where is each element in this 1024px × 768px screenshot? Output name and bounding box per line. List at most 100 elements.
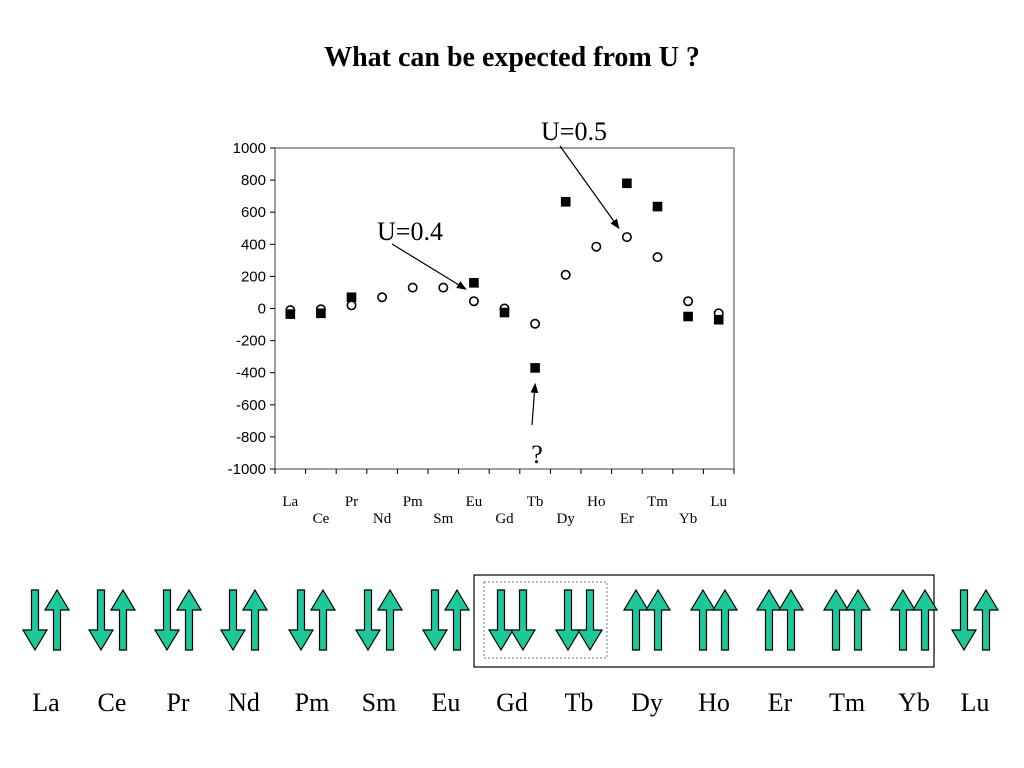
x-tick-label-la: La [282,494,298,510]
spin-arrow-up-er-1 [755,588,783,651]
x-tick-label-yb: Yb [679,511,697,527]
y-tick-label: -200 [236,333,266,350]
spin-arrow-down-ce-1 [87,589,115,652]
x-tick-label-dy: Dy [557,511,576,527]
element-label-pr: Pr [166,688,189,717]
annotation-arrow [559,145,620,230]
spin-arrow-up-ho-1 [689,588,717,651]
spin-arrow-down-tb-2 [576,589,604,652]
point-circle-nd [377,292,388,303]
annotation-label: U=0.5 [541,117,607,146]
point-square-yb [683,311,693,322]
point-circle-er [621,232,632,243]
spin-arrow-up-pm-2 [309,588,337,651]
spin-arrow-down-lu-1 [950,589,978,652]
spin-arrow-up-lu-2 [972,588,1000,651]
y-tick-label: -800 [236,429,266,446]
x-tick-label-lu: Lu [710,494,727,510]
x-tick-label-tm: Tm [647,494,668,510]
spin-arrows [21,588,1000,652]
annotation-label: U=0.4 [377,217,443,246]
spin-arrow-down-tb-1 [554,589,582,652]
element-label-nd: Nd [228,688,260,717]
y-tick-label: -1000 [228,461,266,478]
scatter-chart: 1000 800 600 400 200 0 -200 -400 -600 -800 -1000 L… [228,117,735,527]
y-tick-label: 0 [258,301,266,318]
point-square-la [285,309,296,319]
spin-arrow-up-pr-2 [175,588,203,651]
x-tick-label-ho: Ho [587,494,605,510]
point-square-tb [530,363,540,373]
spin-arrow-up-ce-2 [109,588,137,651]
spin-arrow-up-yb-2 [911,588,939,651]
spin-arrow-down-pr-1 [153,589,181,652]
element-label-lu: Lu [961,688,990,717]
point-circle-dy [560,269,571,280]
x-tick-label-pm: Pm [403,494,423,510]
spin-arrow-up-yb-1 [889,588,917,651]
y-axis: 1000 800 600 400 200 0 -200 -400 -600 -800 -1000 [228,140,275,478]
slide-title: What can be expected from U ? [324,42,700,73]
y-tick-label: -600 [236,397,266,414]
annotation-arrow [530,382,539,426]
point-square-pr [346,292,357,303]
data-points [285,178,724,373]
element-label-yb: Yb [898,688,930,717]
element-label-tb: Tb [565,688,594,717]
element-label-ce: Ce [98,688,127,717]
y-tick-label: 800 [241,172,266,189]
spin-arrow-up-ho-2 [711,588,739,651]
annotation-label: ? [531,440,543,469]
spin-arrow-up-er-2 [777,588,805,651]
point-square-er [622,178,632,189]
spin-arrow-down-nd-1 [219,589,247,652]
spin-arrow-down-eu-1 [421,589,449,652]
y-tick-label: 200 [241,268,266,285]
y-tick-label: 1000 [233,140,266,157]
point-square-gd [499,307,510,318]
spin-arrow-up-tm-1 [822,588,850,651]
point-square-lu [713,314,724,325]
highlight-box [473,574,935,668]
point-circle-tm [652,252,663,263]
point-square-eu [469,278,479,288]
y-tick-label: 400 [241,236,266,253]
spin-arrow-up-tm-2 [844,588,872,651]
x-axis: La Ce Pr Nd Pm Sm Eu Gd Tb Dy Ho Er Tm Yb Lu [274,469,735,527]
x-tick-label-tb: Tb [527,494,544,510]
x-tick-label-pr: Pr [345,494,358,510]
spin-arrow-down-gd-2 [509,589,537,652]
element-label-pm: Pm [295,688,330,717]
point-circle-eu [468,296,479,307]
element-label-tm: Tm [829,688,865,717]
point-circle-pm [407,282,418,293]
x-tick-label-sm: Sm [433,511,453,527]
spin-arrow-up-eu-2 [443,588,471,651]
spin-arrow-up-nd-2 [241,588,269,651]
point-square-ce [316,308,326,319]
point-circle-yb [683,296,694,307]
point-circle-sm [438,282,449,293]
element-label-sm: Sm [362,688,397,717]
spin-boxes [473,574,935,668]
point-square-tm [652,201,663,212]
spin-arrow-up-dy-2 [644,588,672,651]
x-tick-label-ce: Ce [313,511,330,527]
dotted-box [483,581,608,659]
y-tick-label: -400 [236,365,266,382]
spin-arrow-up-la-2 [43,588,71,651]
y-tick-label: 600 [241,204,266,221]
element-label-dy: Dy [631,688,663,717]
x-tick-label-gd: Gd [495,511,514,527]
element-labels: La Ce Pr Nd Pm Sm Eu Gd Tb Dy Ho Er Tm Yb Lu [32,688,989,717]
x-tick-label-eu: Eu [466,494,483,510]
point-circle-ho [591,241,602,252]
element-label-er: Er [768,688,793,717]
element-label-ho: Ho [698,688,730,717]
annotations: U=0.4 U=0.5? [377,117,620,469]
spin-arrow-down-sm-1 [354,589,382,652]
annotation-arrow [391,243,467,290]
element-label-eu: Eu [432,688,461,717]
point-circle-tb [530,318,541,329]
